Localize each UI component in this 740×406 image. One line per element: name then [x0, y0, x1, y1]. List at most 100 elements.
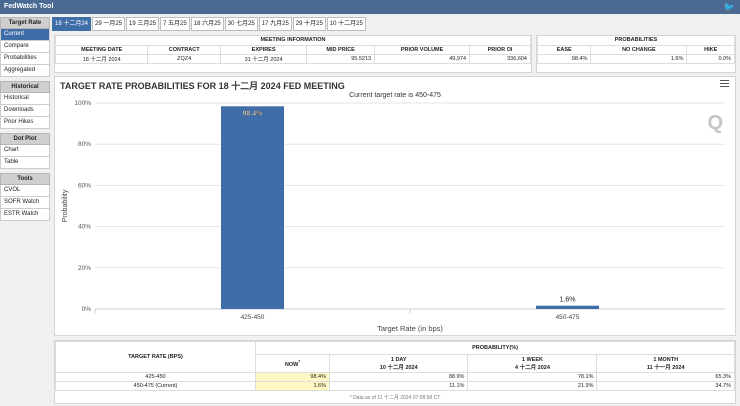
column-label: 1 WEEK — [521, 356, 543, 363]
probability-header: PROBABILITY(%) — [255, 341, 735, 355]
probability-cell: 88.9% — [328, 372, 469, 382]
bar-450-475 — [536, 305, 599, 309]
column-header-1-day: 1 DAY 10 十二月 2024 — [328, 354, 469, 373]
sidebar: Target Rate Current Compare Probabilitie… — [0, 17, 50, 221]
table-row: 450-475 (Current) 1.6% 11.1% 21.9% 34.7% — [55, 381, 735, 391]
data-timestamp-footnote: * Data as of 11 十二月 2024 07:08:58 CT — [349, 395, 441, 401]
sidebar-item-estr-watch[interactable]: ESTR Watch — [0, 209, 50, 221]
sidebar-header-target-rate: Target Rate — [0, 17, 50, 29]
bar-data-label: 1.6% — [560, 297, 576, 304]
probability-history-panel: TARGET RATE (BPS) PROBABILITY(%) NOW* 1 … — [54, 340, 736, 404]
probability-cell: 1.6% — [255, 381, 330, 391]
sidebar-header-tools: Tools — [0, 173, 50, 185]
meeting-date-cell: 18 十二月 2024 — [54, 53, 149, 64]
sidebar-item-historical[interactable]: Historical — [0, 93, 50, 105]
probabilities-title: PROBABILITIES — [537, 36, 735, 46]
prior-volume-cell: 49,974 — [374, 53, 471, 64]
tab-meeting[interactable]: 18 六月25 — [190, 17, 224, 31]
bar-data-label: 98.4% — [243, 110, 264, 117]
sidebar-item-compare[interactable]: Compare — [0, 41, 50, 53]
app-titlebar: FedWatch Tool 🐦 — [0, 0, 740, 14]
column-date: 4 十二月 2024 — [515, 364, 550, 371]
target-rate-cell: 425-450 — [55, 372, 256, 382]
contract-cell: ZQZ4 — [147, 53, 221, 64]
y-tick-label: 40% — [78, 224, 91, 231]
sidebar-item-chart[interactable]: Chart — [0, 145, 50, 157]
column-header: CONTRACT — [147, 44, 221, 55]
no-change-cell: 1.6% — [590, 53, 688, 64]
tab-meeting[interactable]: 7 五月25 — [160, 17, 190, 31]
probabilities-panel: PROBABILITIES EASE NO CHANGE HIKE 98.4% … — [536, 35, 736, 73]
chart-panel: TARGET RATE PROBABILITIES FOR 18 十二月 202… — [54, 76, 736, 336]
column-header: EXPIRES — [219, 44, 308, 55]
twitter-icon[interactable]: 🐦 — [723, 2, 735, 12]
tab-meeting[interactable]: 18 十二月24 — [52, 17, 92, 31]
expires-cell: 31 十二月 2024 — [219, 53, 308, 64]
sidebar-item-current[interactable]: Current — [0, 29, 50, 41]
tab-meeting[interactable]: 19 三月25 — [126, 17, 160, 31]
probability-cell: 21.9% — [467, 381, 598, 391]
watermark-logo: Q — [707, 112, 723, 134]
hamburger-menu-icon[interactable] — [720, 80, 729, 87]
probability-history-table: TARGET RATE (BPS) PROBABILITY(%) NOW* 1 … — [55, 341, 735, 391]
column-label: 1 MONTH — [653, 356, 679, 363]
meeting-information-table: MEETING INFORMATION MEETING DATE CONTRAC… — [54, 36, 531, 64]
meeting-information-panel: MEETING INFORMATION MEETING DATE CONTRAC… — [54, 35, 532, 73]
probability-cell: 11.1% — [328, 381, 469, 391]
x-tick-label: 425-450 — [241, 314, 265, 321]
tab-meeting[interactable]: 30 七月25 — [224, 17, 258, 31]
y-tick-label: 60% — [78, 182, 91, 189]
probability-cell: 98.4% — [255, 372, 330, 382]
meeting-tabs: 18 十二月24 29 一月25 19 三月25 7 五月25 18 六月25 … — [52, 17, 367, 31]
chart-subtitle: Current target rate is 450-475 — [349, 92, 441, 99]
now-label: NOW — [284, 361, 299, 368]
y-axis-title: Probability — [62, 189, 69, 222]
tab-meeting[interactable]: 10 十二月25 — [326, 17, 366, 31]
sidebar-item-prior-hikes[interactable]: Prior Hikes — [0, 117, 50, 129]
column-header: EASE — [536, 44, 592, 55]
tab-meeting[interactable]: 29 十月25 — [292, 17, 326, 31]
table-row: 425-450 98.4% 88.9% 78.1% 65.3% — [55, 372, 735, 382]
sidebar-item-aggregated[interactable]: Aggregated — [0, 65, 50, 77]
column-header-now: NOW* — [255, 354, 330, 373]
probability-cell: 65.3% — [596, 372, 735, 382]
target-rate-cell: 450-475 (Current) — [55, 381, 256, 391]
y-tick-label: 100% — [74, 100, 91, 107]
column-header: MEETING DATE — [54, 44, 149, 55]
sidebar-item-cvol[interactable]: CVOL — [0, 185, 50, 197]
ease-cell: 98.4% — [536, 53, 592, 64]
footnote-marker: * — [298, 359, 301, 365]
probability-cell: 34.7% — [596, 381, 735, 391]
column-date: 11 十一月 2024 — [646, 364, 685, 371]
column-date: 10 十二月 2024 — [379, 364, 418, 371]
chart-title: TARGET RATE PROBABILITIES FOR 18 十二月 202… — [60, 81, 345, 91]
probabilities-table: PROBABILITIES EASE NO CHANGE HIKE 98.4% … — [536, 36, 735, 64]
y-tick-label: 0% — [82, 306, 92, 313]
sidebar-header-dot-plot: Dot Plot — [0, 133, 50, 145]
column-header: HIKE — [686, 44, 735, 55]
mid-price-cell: 95.5213 — [306, 53, 376, 64]
column-header: PRIOR VOLUME — [374, 44, 471, 55]
column-label: 1 DAY — [390, 356, 407, 363]
prior-oi-cell: 336,604 — [469, 53, 531, 64]
y-tick-label: 20% — [78, 265, 91, 272]
sidebar-item-probabilities[interactable]: Probabilities — [0, 53, 50, 65]
column-header-1-month: 1 MONTH 11 十一月 2024 — [596, 354, 735, 373]
x-axis-title: Target Rate (in bps) — [377, 324, 443, 333]
bar-425-450 — [221, 106, 284, 310]
app-title: FedWatch Tool — [4, 3, 54, 10]
hike-cell: 0.0% — [686, 53, 735, 64]
probability-bar-chart: 0% 20% 40% 60% 80% 100% 98.4% 425-450 1.6% 450-47… — [62, 100, 725, 333]
column-header: MID PRICE — [306, 44, 376, 55]
column-header: NO CHANGE — [590, 44, 688, 55]
sidebar-header-historical: Historical — [0, 81, 50, 93]
meeting-information-title: MEETING INFORMATION — [55, 36, 531, 46]
probability-cell: 78.1% — [467, 372, 598, 382]
sidebar-item-sofr-watch[interactable]: SOFR Watch — [0, 197, 50, 209]
sidebar-item-table[interactable]: Table — [0, 157, 50, 169]
sidebar-item-downloads[interactable]: Downloads — [0, 105, 50, 117]
tab-meeting[interactable]: 17 九月25 — [258, 17, 292, 31]
column-header: PRIOR OI — [469, 44, 531, 55]
y-tick-label: 80% — [78, 141, 91, 148]
tab-meeting[interactable]: 29 一月25 — [92, 17, 126, 31]
